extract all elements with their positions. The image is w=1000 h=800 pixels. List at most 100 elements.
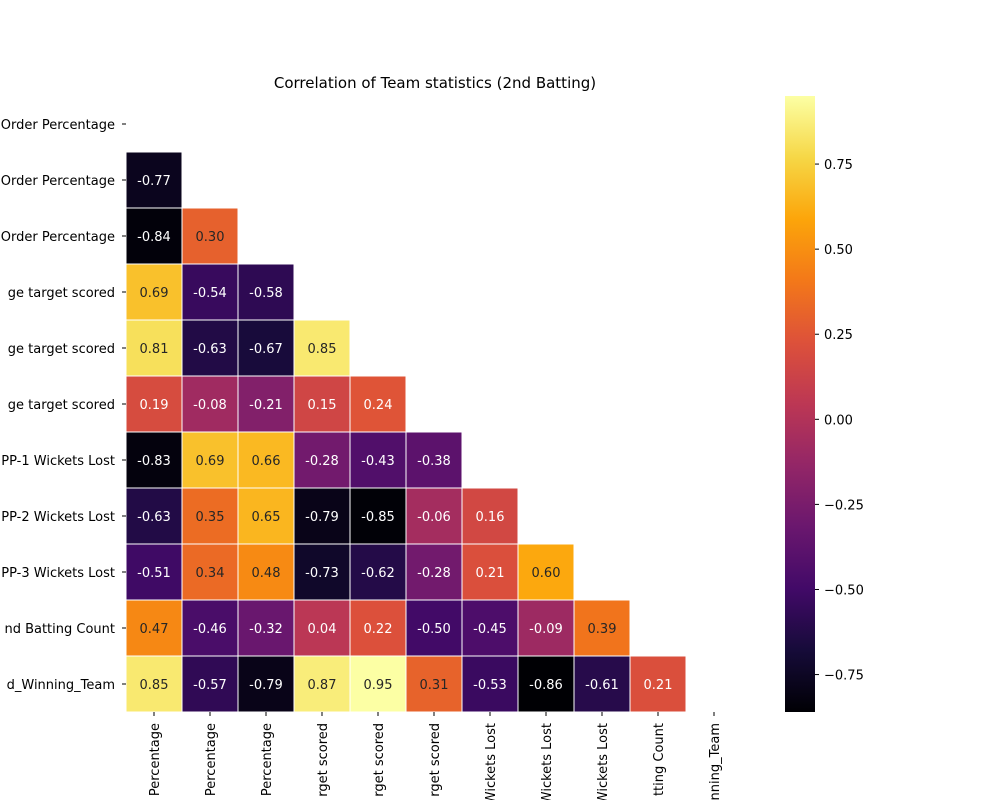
- cell-value-label: -0.57: [193, 678, 227, 693]
- cell-value-label: -0.73: [305, 566, 339, 581]
- x-tick-label: nning_Team: [708, 723, 723, 800]
- x-tick-label: Wickets Lost: [540, 723, 555, 800]
- x-tick-label: Wickets Lost: [596, 723, 611, 800]
- y-tick-label: Order Percentage: [1, 230, 115, 245]
- x-tick-label: Percentage: [204, 723, 219, 796]
- cell-value-label: 0.39: [588, 622, 617, 637]
- x-axis-tick-labels: Percentage Percentage Percentage rget score…: [148, 712, 723, 800]
- cell-value-label: 0.65: [252, 510, 281, 525]
- x-tick-label: Wickets Lost: [484, 723, 499, 800]
- cell-value-label: -0.79: [249, 678, 283, 693]
- cell-value-label: -0.45: [473, 622, 507, 637]
- cell-value-label: 0.16: [476, 510, 505, 525]
- heatmap-cell: [293, 375, 351, 433]
- cell-value-label: 0.22: [364, 622, 393, 637]
- cell-value-label: 0.30: [196, 230, 225, 245]
- y-tick-label: ge target scored: [8, 398, 115, 413]
- heatmap-cell: [237, 599, 295, 657]
- y-tick-label: ge target scored: [8, 342, 115, 357]
- cell-value-label: -0.63: [137, 510, 171, 525]
- cell-value-label: 0.69: [196, 454, 225, 469]
- heatmap-cell: [405, 487, 463, 545]
- colorbar-tick-label: −0.75: [824, 669, 864, 684]
- heatmap-cell: [629, 655, 687, 713]
- heatmap-cell: [125, 487, 183, 545]
- x-tick-label: Percentage: [260, 723, 275, 796]
- cell-value-label: -0.67: [249, 342, 283, 357]
- cell-value-label: 0.34: [196, 566, 225, 581]
- cell-value-label: -0.06: [417, 510, 451, 525]
- heatmap-cell: [517, 655, 575, 713]
- heatmap-cell: [181, 655, 239, 713]
- cell-value-label: -0.09: [529, 622, 563, 637]
- heatmap-cell: [181, 487, 239, 545]
- heatmap-cell: [181, 207, 239, 265]
- cell-value-label: -0.61: [585, 678, 619, 693]
- x-tick-label: rget scored: [428, 723, 443, 797]
- cell-value-label: -0.79: [305, 510, 339, 525]
- cell-value-label: -0.86: [529, 678, 563, 693]
- heatmap-cell: [181, 431, 239, 489]
- heatmap-cell: [125, 207, 183, 265]
- cell-value-label: 0.24: [364, 398, 393, 413]
- y-tick-label: d_Winning_Team: [7, 678, 115, 693]
- colorbar-tick-label: 0.75: [824, 158, 853, 173]
- y-tick-label: PP-2 Wickets Lost: [1, 510, 115, 525]
- cell-value-label: -0.50: [417, 622, 451, 637]
- heatmap-cell: [237, 431, 295, 489]
- y-tick-label: Order Percentage: [1, 174, 115, 189]
- cell-value-label: -0.53: [473, 678, 507, 693]
- colorbar-ticks: 0.75 0.50 0.25 0.00 −0.25 −0.50 −0.75: [815, 158, 864, 684]
- y-tick-label: PP-1 Wickets Lost: [1, 454, 115, 469]
- y-tick-label: nd Batting Count: [4, 622, 115, 637]
- cell-value-label: -0.46: [193, 622, 227, 637]
- heatmap-cell: [461, 599, 519, 657]
- cell-value-label: -0.85: [361, 510, 395, 525]
- heatmap-cell: [293, 319, 351, 377]
- cell-value-label: 0.81: [140, 342, 169, 357]
- colorbar-gradient: [785, 96, 815, 712]
- heatmap-cell: [293, 431, 351, 489]
- heatmap-cell: [237, 263, 295, 321]
- heatmap-cell: [405, 599, 463, 657]
- y-tick-label: PP-3 Wickets Lost: [1, 566, 115, 581]
- cell-value-label: 0.85: [308, 342, 337, 357]
- cell-value-label: 0.66: [252, 454, 281, 469]
- chart-title: Correlation of Team statistics (2nd Batt…: [274, 74, 596, 92]
- cell-value-label: -0.43: [361, 454, 395, 469]
- cell-value-label: 0.87: [308, 678, 337, 693]
- heatmap-cell: [405, 431, 463, 489]
- cell-value-label: -0.54: [193, 286, 227, 301]
- cell-value-label: -0.08: [193, 398, 227, 413]
- x-tick-label: Percentage: [148, 723, 163, 796]
- heatmap-cell: [237, 655, 295, 713]
- heatmap-cell: [405, 655, 463, 713]
- y-tick-label: Order Percentage: [1, 118, 115, 133]
- heatmap-cell: [125, 599, 183, 657]
- colorbar: 0.75 0.50 0.25 0.00 −0.25 −0.50 −0.75: [785, 96, 864, 712]
- heatmap-cell: [293, 655, 351, 713]
- heatmap-cell: [349, 431, 407, 489]
- cell-value-label: -0.28: [417, 566, 451, 581]
- heatmap-cell: [293, 599, 351, 657]
- heatmap-cell: [349, 655, 407, 713]
- colorbar-tick-label: 0.00: [824, 413, 853, 428]
- cell-value-label: -0.84: [137, 230, 171, 245]
- cell-value-label: 0.48: [252, 566, 281, 581]
- heatmap-cell: [181, 375, 239, 433]
- cell-value-label: -0.77: [137, 174, 171, 189]
- colorbar-tick-label: −0.50: [824, 583, 864, 598]
- colorbar-tick-label: −0.25: [824, 498, 864, 513]
- heatmap-cell: [125, 543, 183, 601]
- colorbar-tick-label: 0.50: [824, 243, 853, 258]
- cell-value-label: 0.85: [140, 678, 169, 693]
- heatmap-cell: [461, 487, 519, 545]
- cell-value-label: 0.69: [140, 286, 169, 301]
- x-tick-label: tting Count: [652, 723, 667, 796]
- cell-value-label: 0.19: [140, 398, 169, 413]
- heatmap-cell: [125, 151, 183, 209]
- cell-value-label: -0.63: [193, 342, 227, 357]
- heatmap-cell: [181, 319, 239, 377]
- x-tick-label: rget scored: [316, 723, 331, 797]
